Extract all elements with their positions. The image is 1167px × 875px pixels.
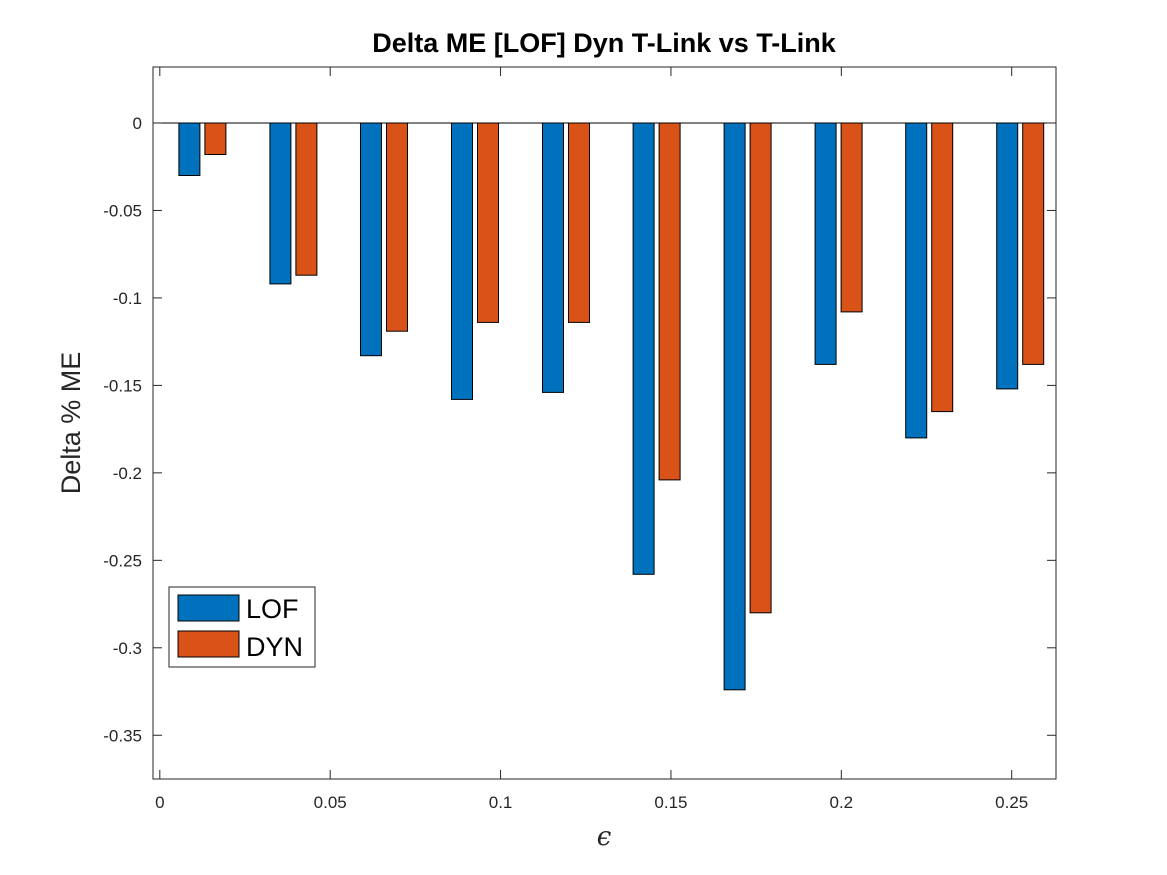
x-tick-label: 0.25 [995, 793, 1028, 812]
bar-lof-7 [814, 122, 837, 365]
y-tick-label: -0.05 [103, 201, 142, 220]
bar-dyn-5 [658, 122, 681, 481]
y-axis-label: Delta % ME [56, 352, 86, 495]
bar-lof-8 [905, 122, 928, 439]
bar-dyn-7 [840, 122, 863, 313]
bar-dyn-9 [1022, 122, 1045, 365]
bar-lof-6 [723, 122, 746, 691]
bar-dyn-2 [386, 122, 408, 332]
bar-lof-0 [178, 122, 201, 176]
bar-lof-2 [360, 122, 382, 357]
y-tick-label: -0.1 [113, 289, 142, 308]
bar-lof-5 [632, 122, 655, 575]
y-tick-label: -0.2 [113, 464, 142, 483]
y-tick-label: -0.3 [113, 639, 142, 658]
bar-lof-4 [542, 122, 564, 393]
bar-dyn-3 [477, 122, 499, 323]
bar-dyn-8 [931, 122, 954, 413]
ticks-layer: 0 0.05 0.1 0.15 0.2 0.25 0 -0.05 -0.1 -0.15 -0.2 -0… [103, 67, 1056, 812]
x-tick-label: 0.2 [830, 793, 854, 812]
legend: LOF DYN [168, 586, 316, 668]
bar-lof-1 [269, 122, 292, 285]
bar-dyn-1 [295, 122, 318, 276]
legend-swatch-dyn [177, 630, 240, 658]
legend-label-dyn: DYN [246, 632, 303, 662]
x-tick-label: 0.05 [314, 793, 347, 812]
y-tick-label: -0.15 [103, 376, 142, 395]
bar-lof-9 [996, 122, 1019, 390]
x-axis-label: ϵ [597, 822, 612, 852]
y-tick-label: -0.25 [103, 551, 142, 570]
bar-dyn-0 [204, 122, 227, 155]
bar-lof-3 [451, 122, 473, 400]
legend-label-lof: LOF [246, 594, 299, 624]
x-tick-label: 0.15 [654, 793, 687, 812]
bar-dyn-6 [749, 122, 772, 614]
x-tick-label: 0.1 [489, 793, 513, 812]
plot-frame [152, 66, 1057, 780]
y-tick-label: -0.35 [103, 726, 142, 745]
chart-title: Delta ME [LOF] Dyn T-Link vs T-Link [372, 28, 837, 58]
bars-layer [178, 122, 1045, 691]
bar-dyn-4 [568, 122, 590, 323]
y-tick-label: 0 [133, 114, 142, 133]
x-tick-label: 0 [155, 793, 164, 812]
legend-swatch-lof [177, 594, 240, 622]
